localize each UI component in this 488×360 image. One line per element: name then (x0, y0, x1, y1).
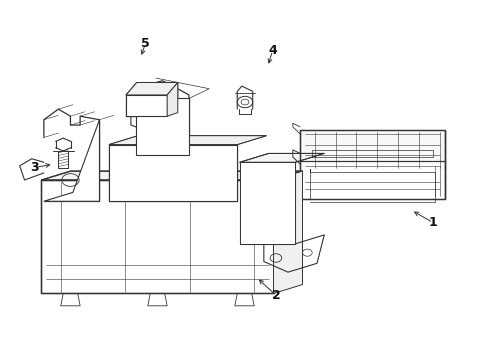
Polygon shape (41, 171, 302, 180)
Polygon shape (300, 161, 444, 199)
Polygon shape (126, 95, 167, 116)
Polygon shape (273, 171, 302, 293)
Polygon shape (300, 130, 444, 169)
Polygon shape (167, 82, 178, 116)
Polygon shape (239, 162, 295, 244)
Polygon shape (126, 82, 178, 95)
Polygon shape (109, 145, 237, 201)
Text: 5: 5 (141, 37, 149, 50)
Polygon shape (136, 99, 188, 155)
Text: 2: 2 (271, 289, 280, 302)
Text: 1: 1 (428, 216, 437, 229)
Text: 3: 3 (30, 161, 39, 174)
Polygon shape (44, 120, 99, 201)
Text: 4: 4 (267, 44, 276, 57)
Polygon shape (109, 136, 265, 145)
Polygon shape (41, 180, 273, 293)
Polygon shape (239, 153, 324, 162)
